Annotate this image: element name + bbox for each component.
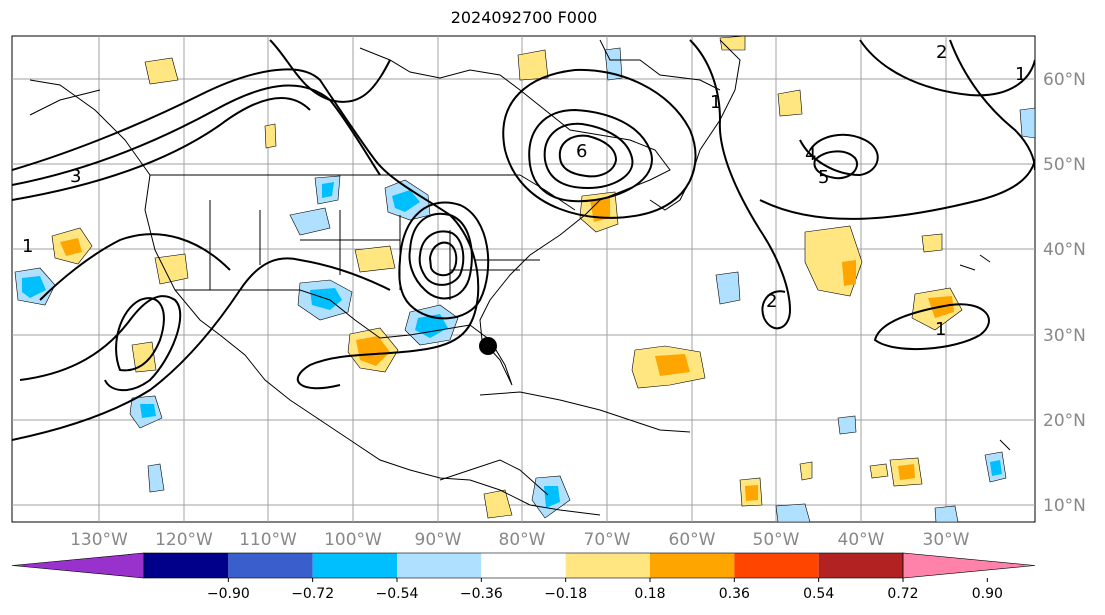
colorbar-tick-label: −0.90 — [207, 586, 250, 602]
positive-patch — [921, 233, 943, 253]
positive-patch — [483, 489, 513, 519]
colorbar-extend-high — [902, 552, 1036, 579]
positive-patch — [144, 57, 179, 85]
negative-patch — [837, 415, 857, 435]
storm-center-dot — [479, 337, 497, 355]
negative-patch — [140, 404, 156, 418]
positive-patch — [517, 49, 549, 81]
colorbar-swatch — [818, 553, 903, 578]
longitude-label: 120°W — [155, 530, 213, 550]
contour-label: 1 — [935, 319, 946, 340]
contour-label: 2 — [936, 42, 947, 63]
contour-label: 6 — [576, 141, 587, 162]
negative-patch — [775, 503, 811, 522]
contour-label: 4 — [805, 144, 816, 165]
positive-patch — [154, 253, 189, 285]
colorbar-tick-label: 0.54 — [803, 586, 834, 602]
coastlines — [29, 39, 1011, 516]
negative-patch — [392, 190, 420, 212]
positive-patch — [356, 336, 390, 366]
positive-patch — [777, 89, 803, 117]
colorbar-swatch — [144, 553, 229, 578]
positive-patch — [745, 485, 758, 501]
longitude-labels: 130°W 120°W 110°W 100°W 90°W 80°W 70°W 6… — [70, 530, 970, 550]
colorbar-swatch — [650, 553, 735, 578]
colorbar-tick-label: −0.18 — [544, 586, 587, 602]
positive-patch — [590, 198, 610, 222]
colorbar-tick-label: 0.72 — [887, 586, 918, 602]
shaded-patches — [14, 36, 1035, 522]
colorbar-swatch — [228, 553, 313, 578]
longitude-label: 110°W — [239, 530, 297, 550]
colorbar-tick-label: −0.72 — [291, 586, 334, 602]
negative-patch — [990, 460, 1002, 476]
positive-patch — [131, 341, 157, 373]
positive-patch — [264, 123, 277, 149]
negative-patch — [289, 207, 331, 236]
longitude-label: 130°W — [70, 530, 128, 550]
negative-patch — [415, 314, 448, 338]
longitude-label: 80°W — [499, 530, 546, 550]
contour-label: 2 — [766, 291, 777, 312]
latitude-label: 30°N — [1043, 326, 1086, 346]
negative-patch — [22, 276, 46, 298]
longitude-label: 40°W — [838, 530, 885, 550]
positive-patch — [799, 461, 813, 481]
longitude-label: 90°W — [415, 530, 462, 550]
positive-patch — [354, 245, 396, 273]
negative-patch — [934, 505, 959, 522]
latitude-label: 50°N — [1043, 155, 1086, 175]
contour-label: 5 — [818, 167, 829, 188]
longitude-label: 50°W — [753, 530, 800, 550]
latitude-label: 10°N — [1043, 496, 1086, 516]
colorbar-tick-label: 0.90 — [972, 586, 1003, 602]
colorbar-swatch — [565, 553, 650, 578]
contour-label: 1 — [710, 92, 721, 113]
contours — [12, 39, 1035, 441]
negative-patch — [147, 463, 165, 493]
positive-patch — [719, 36, 746, 51]
colorbar-swatch — [734, 553, 819, 578]
colorbar-tick-label: −0.36 — [460, 586, 503, 602]
contour-labels: 2 3 1 6 5 4 1 1 1 2 — [22, 42, 1026, 340]
positive-patch — [655, 354, 690, 376]
map-title: 2024092700 F000 — [450, 8, 598, 27]
negative-patch — [715, 271, 741, 305]
positive-patch — [60, 238, 82, 256]
negative-patch — [1019, 107, 1035, 139]
longitude-label: 30°W — [923, 530, 970, 550]
colorbar-tick-label: 0.36 — [719, 586, 750, 602]
contour-label: 1 — [1015, 64, 1026, 85]
contour-label: 3 — [70, 166, 81, 187]
colorbar-tick-label: −0.54 — [376, 586, 419, 602]
colorbar: −0.90 −0.72 −0.54 −0.36 −0.18 0.18 0.36 0.54 0.7… — [11, 552, 1036, 602]
colorbar-frame — [143, 552, 904, 579]
negative-patch — [322, 182, 334, 198]
positive-patch — [842, 260, 856, 286]
colorbar-swatch — [481, 553, 566, 578]
latitude-labels: 60°N 50°N 40°N 30°N 20°N 10°N — [1043, 70, 1086, 516]
latitude-label: 20°N — [1043, 411, 1086, 431]
colorbar-swatch — [312, 553, 397, 578]
colorbar-swatch — [397, 553, 482, 578]
colorbar-extend-low — [11, 552, 145, 579]
longitude-label: 70°W — [584, 530, 631, 550]
longitude-label: 100°W — [324, 530, 382, 550]
colorbar-tick-label: 0.18 — [634, 586, 665, 602]
longitude-label: 60°W — [669, 530, 716, 550]
positive-patch — [898, 464, 915, 480]
contour-label: 1 — [22, 236, 33, 257]
positive-patch — [869, 463, 889, 479]
latitude-label: 60°N — [1043, 70, 1086, 90]
latitude-label: 40°N — [1043, 240, 1086, 260]
negative-patch — [544, 486, 560, 508]
